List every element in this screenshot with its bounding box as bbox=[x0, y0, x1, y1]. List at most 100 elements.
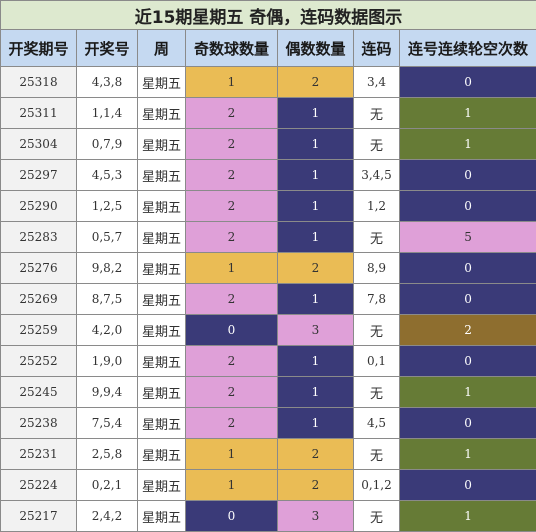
cell-miss-count: 1 bbox=[400, 439, 536, 470]
cell-miss-count: 0 bbox=[400, 346, 536, 377]
cell-even-count: 1 bbox=[278, 98, 354, 129]
cell-odd-count: 2 bbox=[186, 129, 278, 160]
cell-miss-count: 1 bbox=[400, 98, 536, 129]
cell-consecutive: 3,4 bbox=[354, 67, 400, 98]
cell-even-count: 1 bbox=[278, 191, 354, 222]
cell-odd-count: 2 bbox=[186, 160, 278, 191]
cell-issue: 25290 bbox=[1, 191, 77, 222]
cell-miss-count: 2 bbox=[400, 315, 536, 346]
cell-numbers: 2,5,8 bbox=[77, 439, 138, 470]
cell-even-count: 3 bbox=[278, 501, 354, 532]
cell-even-count: 3 bbox=[278, 315, 354, 346]
cell-consecutive: 8,9 bbox=[354, 253, 400, 284]
header-odd-count: 奇数球数量 bbox=[186, 30, 278, 67]
cell-numbers: 2,4,2 bbox=[77, 501, 138, 532]
cell-odd-count: 0 bbox=[186, 501, 278, 532]
cell-week: 星期五 bbox=[138, 284, 186, 315]
cell-odd-count: 1 bbox=[186, 67, 278, 98]
cell-consecutive: 无 bbox=[354, 377, 400, 408]
cell-issue: 25245 bbox=[1, 377, 77, 408]
cell-week: 星期五 bbox=[138, 470, 186, 501]
cell-issue: 25283 bbox=[1, 222, 77, 253]
cell-miss-count: 0 bbox=[400, 191, 536, 222]
cell-odd-count: 2 bbox=[186, 284, 278, 315]
cell-even-count: 2 bbox=[278, 67, 354, 98]
cell-miss-count: 5 bbox=[400, 222, 536, 253]
cell-consecutive: 0,1 bbox=[354, 346, 400, 377]
cell-week: 星期五 bbox=[138, 408, 186, 439]
header-numbers: 开奖号 bbox=[77, 30, 138, 67]
cell-miss-count: 0 bbox=[400, 408, 536, 439]
header-consecutive-miss-count: 连号连续轮空次数 bbox=[400, 30, 536, 67]
cell-issue: 25252 bbox=[1, 346, 77, 377]
header-issue: 开奖期号 bbox=[1, 30, 77, 67]
cell-issue: 25318 bbox=[1, 67, 77, 98]
cell-consecutive: 0,1,2 bbox=[354, 470, 400, 501]
cell-numbers: 7,5,4 bbox=[77, 408, 138, 439]
cell-odd-count: 2 bbox=[186, 191, 278, 222]
header-consecutive: 连码 bbox=[354, 30, 400, 67]
cell-odd-count: 0 bbox=[186, 315, 278, 346]
cell-week: 星期五 bbox=[138, 222, 186, 253]
cell-odd-count: 2 bbox=[186, 408, 278, 439]
cell-issue: 25259 bbox=[1, 315, 77, 346]
cell-issue: 25276 bbox=[1, 253, 77, 284]
cell-odd-count: 1 bbox=[186, 439, 278, 470]
cell-issue: 25297 bbox=[1, 160, 77, 191]
cell-miss-count: 0 bbox=[400, 160, 536, 191]
cell-week: 星期五 bbox=[138, 160, 186, 191]
cell-miss-count: 0 bbox=[400, 253, 536, 284]
cell-even-count: 1 bbox=[278, 129, 354, 160]
cell-issue: 25311 bbox=[1, 98, 77, 129]
cell-issue: 25304 bbox=[1, 129, 77, 160]
cell-numbers: 1,2,5 bbox=[77, 191, 138, 222]
cell-consecutive: 无 bbox=[354, 222, 400, 253]
cell-numbers: 1,9,0 bbox=[77, 346, 138, 377]
cell-miss-count: 1 bbox=[400, 501, 536, 532]
cell-even-count: 1 bbox=[278, 284, 354, 315]
cell-odd-count: 2 bbox=[186, 98, 278, 129]
cell-week: 星期五 bbox=[138, 377, 186, 408]
cell-consecutive: 无 bbox=[354, 439, 400, 470]
cell-consecutive: 无 bbox=[354, 315, 400, 346]
cell-week: 星期五 bbox=[138, 501, 186, 532]
cell-even-count: 1 bbox=[278, 346, 354, 377]
cell-consecutive: 4,5 bbox=[354, 408, 400, 439]
cell-consecutive: 无 bbox=[354, 98, 400, 129]
cell-numbers: 4,2,0 bbox=[77, 315, 138, 346]
cell-week: 星期五 bbox=[138, 346, 186, 377]
cell-numbers: 0,2,1 bbox=[77, 470, 138, 501]
cell-week: 星期五 bbox=[138, 253, 186, 284]
cell-numbers: 0,5,7 bbox=[77, 222, 138, 253]
header-row: 开奖期号 开奖号 周 奇数球数量 偶数数量 连码 连号连续轮空次数 bbox=[1, 30, 536, 67]
header-week: 周 bbox=[138, 30, 186, 67]
cell-miss-count: 0 bbox=[400, 470, 536, 501]
cell-miss-count: 1 bbox=[400, 129, 536, 160]
cell-even-count: 1 bbox=[278, 160, 354, 191]
cell-numbers: 0,7,9 bbox=[77, 129, 138, 160]
cell-issue: 25231 bbox=[1, 439, 77, 470]
cell-week: 星期五 bbox=[138, 191, 186, 222]
cell-week: 星期五 bbox=[138, 439, 186, 470]
cell-numbers: 4,5,3 bbox=[77, 160, 138, 191]
cell-week: 星期五 bbox=[138, 315, 186, 346]
cell-issue: 25217 bbox=[1, 501, 77, 532]
cell-numbers: 8,7,5 bbox=[77, 284, 138, 315]
cell-even-count: 2 bbox=[278, 253, 354, 284]
cell-miss-count: 0 bbox=[400, 67, 536, 98]
cell-consecutive: 无 bbox=[354, 501, 400, 532]
cell-even-count: 2 bbox=[278, 439, 354, 470]
cell-odd-count: 2 bbox=[186, 377, 278, 408]
